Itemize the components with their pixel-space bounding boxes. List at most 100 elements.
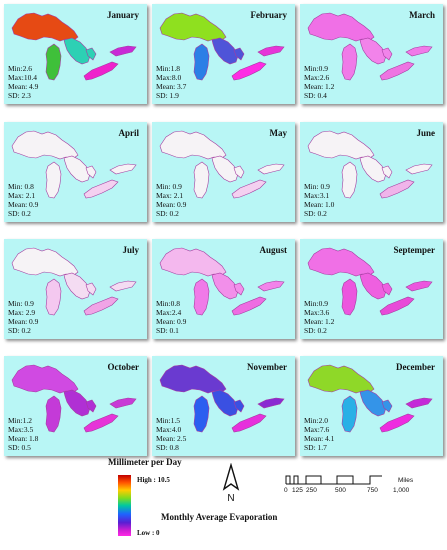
- month-stats: Min:1.2 Max:3.5 Mean: 1.8 SD: 0.5: [8, 416, 38, 452]
- month-label: October: [107, 362, 140, 372]
- month-stats: Min: 0.9 Max: 2.1 Mean: 0.9 SD: 0.2: [156, 182, 186, 218]
- scale-tick: 500: [335, 487, 346, 494]
- lake-erie: [231, 61, 267, 81]
- stat-max: Max: 2.1: [8, 191, 36, 200]
- lake-michigan: [45, 43, 62, 81]
- color-ramp: [118, 475, 131, 536]
- lake-superior: [307, 130, 375, 160]
- stat-max: Max: 2.1: [156, 191, 184, 200]
- month-label: Septemper: [393, 245, 436, 255]
- georgian-bay: [85, 165, 97, 179]
- legend-low-label: Low : 0: [137, 529, 160, 537]
- georgian-bay: [233, 399, 245, 413]
- month-stats: Min: 0.9 Max:3.1 Mean: 1.0 SD: 0.2: [304, 182, 334, 218]
- lake-ontario: [257, 163, 285, 175]
- stat-max: Max:8.0: [156, 73, 182, 82]
- stat-mean: Mean: 1.8: [8, 434, 39, 443]
- stat-sd: SD: 1.7: [304, 443, 327, 452]
- lake-michigan: [341, 43, 358, 81]
- great-lakes-map: [11, 12, 137, 81]
- great-lakes-map: [159, 12, 285, 81]
- lake-ontario: [405, 397, 433, 409]
- stat-min: Min: 0.9: [8, 299, 34, 308]
- lake-ontario: [257, 280, 285, 292]
- lake-erie: [379, 179, 415, 199]
- lake-huron: [359, 37, 387, 65]
- stat-max: Max:2.4: [156, 308, 182, 317]
- month-label: April: [118, 128, 139, 138]
- scale-tick: 250: [306, 487, 317, 494]
- lake-erie: [231, 296, 267, 316]
- lake-erie: [231, 179, 267, 199]
- lake-michigan: [45, 278, 62, 316]
- month-stats: Min: 0.8 Max: 2.1 Mean: 0.9 SD: 0.2: [8, 182, 38, 218]
- stat-sd: SD: 2.3: [8, 91, 31, 100]
- lake-superior: [159, 130, 227, 160]
- lake-huron: [63, 389, 91, 417]
- stat-mean: Mean: 1.2: [304, 317, 335, 326]
- lake-superior: [11, 130, 79, 160]
- stat-min: Min: 0.8: [8, 182, 34, 191]
- lake-erie: [231, 413, 267, 433]
- lake-michigan: [193, 278, 210, 316]
- lake-michigan: [45, 161, 62, 199]
- lake-ontario: [109, 163, 137, 175]
- lake-michigan: [341, 161, 358, 199]
- stat-mean: Mean: 0.9: [156, 200, 187, 209]
- lake-huron: [63, 272, 91, 300]
- month-map-panel: July Min: 0.9 Max: 2.9 Mean: 0.9 SD: 0.2: [4, 239, 147, 339]
- stat-mean: Mean: 2.5: [156, 434, 187, 443]
- lake-huron: [359, 389, 387, 417]
- scale-bar: [285, 475, 382, 485]
- great-lakes-map: [11, 247, 137, 316]
- lake-michigan: [45, 395, 62, 433]
- lake-superior: [11, 12, 79, 42]
- lake-ontario: [109, 45, 137, 57]
- great-lakes-map: [11, 364, 137, 433]
- map-title: Monthly Average Evaporation: [161, 512, 278, 522]
- month-label: March: [409, 10, 435, 20]
- lake-superior: [307, 364, 375, 394]
- lake-michigan: [193, 161, 210, 199]
- month-stats: Min:2.0 Max:7.6 Mean: 4.1 SD: 1.7: [304, 416, 334, 452]
- scale-tick: 1,000: [393, 487, 410, 494]
- lake-michigan: [193, 43, 210, 81]
- great-lakes-map: [307, 12, 433, 81]
- month-map-panel: October Min:1.2 Max:3.5 Mean: 1.8 SD: 0.5: [4, 356, 147, 456]
- stat-sd: SD: 1.9: [156, 91, 179, 100]
- stat-min: Min: 0.9: [156, 182, 182, 191]
- georgian-bay: [233, 165, 245, 179]
- great-lakes-map: [159, 364, 285, 433]
- lake-huron: [211, 155, 239, 183]
- stat-max: Max: 2.9: [8, 308, 36, 317]
- month-stats: Min:2.6 Max:10.4 Mean: 4.9 SD: 2.3: [8, 64, 38, 100]
- month-map-panel: December Min:2.0 Max:7.6 Mean: 4.1 SD: 1.7: [300, 356, 443, 456]
- lake-huron: [211, 389, 239, 417]
- lake-superior: [159, 364, 227, 394]
- stat-sd: SD: 0.2: [8, 326, 31, 335]
- lake-ontario: [257, 397, 285, 409]
- georgian-bay: [85, 282, 97, 296]
- stat-max: Max:4.0: [156, 425, 182, 434]
- lake-huron: [63, 37, 91, 65]
- georgian-bay: [233, 282, 245, 296]
- lake-ontario: [405, 45, 433, 57]
- lake-superior: [11, 364, 79, 394]
- georgian-bay: [85, 399, 97, 413]
- month-map-panel: June Min: 0.9 Max:3.1 Mean: 1.0 SD: 0.2: [300, 122, 443, 222]
- month-map-panel: February Min:1.8 Max:8.0 Mean: 3.7 SD: 1.9: [152, 4, 295, 104]
- lake-erie: [83, 296, 119, 316]
- georgian-bay: [381, 282, 393, 296]
- month-stats: Min: 0.9 Max: 2.9 Mean: 0.9 SD: 0.2: [8, 299, 38, 335]
- stat-sd: SD: 0.2: [304, 326, 327, 335]
- great-lakes-map: [159, 130, 285, 199]
- great-lakes-map: [307, 247, 433, 316]
- stat-mean: Mean: 3.7: [156, 82, 187, 91]
- stat-max: Max:7.6: [304, 425, 330, 434]
- georgian-bay: [381, 47, 393, 61]
- month-label: November: [247, 362, 287, 372]
- great-lakes-map: [159, 247, 285, 316]
- north-label: N: [227, 493, 234, 504]
- lake-huron: [359, 272, 387, 300]
- stat-mean: Mean: 0.9: [8, 317, 39, 326]
